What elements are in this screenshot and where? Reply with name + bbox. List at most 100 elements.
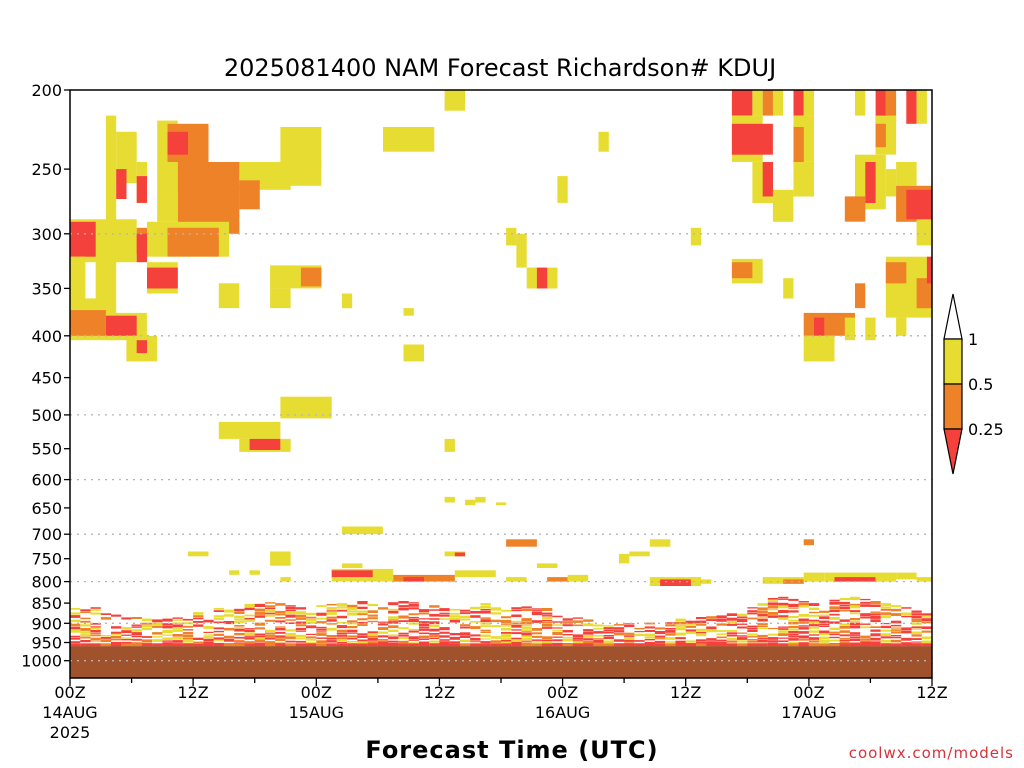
ri-cell	[829, 601, 840, 605]
ri-cell	[757, 613, 768, 617]
ri-cell	[819, 614, 830, 616]
ri-cell	[521, 618, 532, 622]
ri-cell	[716, 623, 727, 626]
ri-cell	[819, 639, 830, 643]
ri-cell	[234, 621, 245, 624]
ri-cell	[444, 438, 455, 452]
ri-cell	[347, 620, 358, 623]
ri-cell	[849, 610, 861, 613]
ri-cell	[665, 630, 676, 633]
ri-cell	[357, 606, 368, 609]
ri-cell	[265, 634, 276, 637]
ri-cell	[90, 643, 101, 647]
ri-cell	[275, 628, 286, 631]
ri-cell	[583, 632, 594, 635]
ri-cell	[521, 640, 532, 643]
ri-cell	[316, 637, 327, 639]
ri-cell	[808, 622, 820, 624]
ri-cell	[131, 632, 142, 636]
ri-cell	[244, 630, 255, 633]
ri-cell	[295, 618, 307, 620]
ri-cell	[757, 603, 768, 606]
ri-cell	[511, 607, 522, 609]
ri-cell	[429, 609, 440, 611]
ri-cell	[778, 637, 789, 639]
ri-cell	[747, 607, 758, 609]
ri-cell	[808, 643, 820, 647]
y-tick-label: 200	[31, 81, 62, 100]
ri-cell	[388, 640, 399, 643]
ri-cell	[244, 641, 255, 644]
ri-cell	[654, 638, 666, 640]
ri-cell	[388, 625, 399, 629]
y-tick-label: 700	[31, 525, 62, 544]
ri-cell	[552, 643, 563, 647]
ri-cell	[737, 613, 748, 617]
ri-cell	[188, 551, 209, 557]
y-tick-label: 650	[31, 499, 62, 518]
ri-cell	[839, 634, 850, 637]
ri-cell	[552, 639, 563, 642]
ri-cell	[926, 256, 932, 284]
ri-cell	[849, 637, 861, 639]
ri-cell	[839, 609, 850, 612]
ri-cell	[70, 619, 81, 623]
ri-cell	[285, 633, 296, 636]
y-axis-ticks: 200 250 300 350 400 450 500 550 600 650 700 750 800 8…	[21, 81, 70, 671]
ri-cell	[716, 643, 727, 647]
y-tick-label: 250	[31, 160, 62, 179]
ri-cell	[398, 605, 409, 608]
ri-cell	[326, 623, 337, 625]
ri-cell	[367, 620, 378, 623]
ri-cell	[870, 629, 881, 632]
ri-cell	[341, 526, 383, 535]
ri-cell	[326, 610, 337, 612]
ri-cell	[234, 636, 245, 639]
ri-cell	[654, 643, 666, 647]
ri-cell	[418, 612, 430, 615]
ri-cell	[121, 641, 132, 645]
ri-cell	[444, 90, 466, 111]
ri-cell	[121, 637, 132, 639]
ri-cell	[521, 608, 532, 612]
ri-cell	[162, 640, 173, 642]
ri-cell	[685, 640, 696, 643]
ri-cell	[480, 631, 491, 633]
ri-cell	[418, 609, 430, 612]
ri-cell	[460, 635, 471, 638]
ri-cell	[429, 624, 440, 628]
ri-cell	[460, 615, 471, 619]
ri-cell	[480, 622, 491, 625]
ri-cell	[306, 619, 317, 622]
ri-cell	[398, 615, 409, 619]
ri-cell	[285, 629, 296, 632]
x-tick-label: 15AUG	[289, 703, 344, 722]
ri-cell	[757, 643, 768, 647]
ri-cell	[234, 628, 245, 632]
ri-cell	[495, 502, 507, 506]
ri-cell	[783, 579, 804, 584]
ri-cell	[649, 539, 671, 547]
ri-cell	[685, 624, 696, 626]
ri-cell	[819, 636, 830, 640]
ri-cell	[916, 577, 932, 582]
ri-cell	[896, 162, 917, 186]
ri-cell	[870, 611, 881, 613]
ri-cell	[152, 636, 163, 638]
ri-cell	[552, 615, 563, 618]
ri-cell	[326, 603, 337, 606]
ri-cell	[439, 608, 450, 612]
ri-cell	[203, 631, 214, 633]
ri-cell	[336, 637, 348, 640]
ri-cell	[398, 637, 409, 640]
ri-cell	[234, 615, 245, 619]
ri-cell	[239, 180, 260, 210]
ri-cell	[880, 629, 891, 632]
ri-cell	[798, 638, 809, 641]
ri-cell	[213, 633, 224, 636]
ri-cell	[870, 633, 881, 637]
ri-cell	[593, 631, 604, 634]
ri-cell	[336, 643, 348, 647]
ri-cell	[121, 638, 132, 641]
ri-cell	[141, 639, 153, 643]
